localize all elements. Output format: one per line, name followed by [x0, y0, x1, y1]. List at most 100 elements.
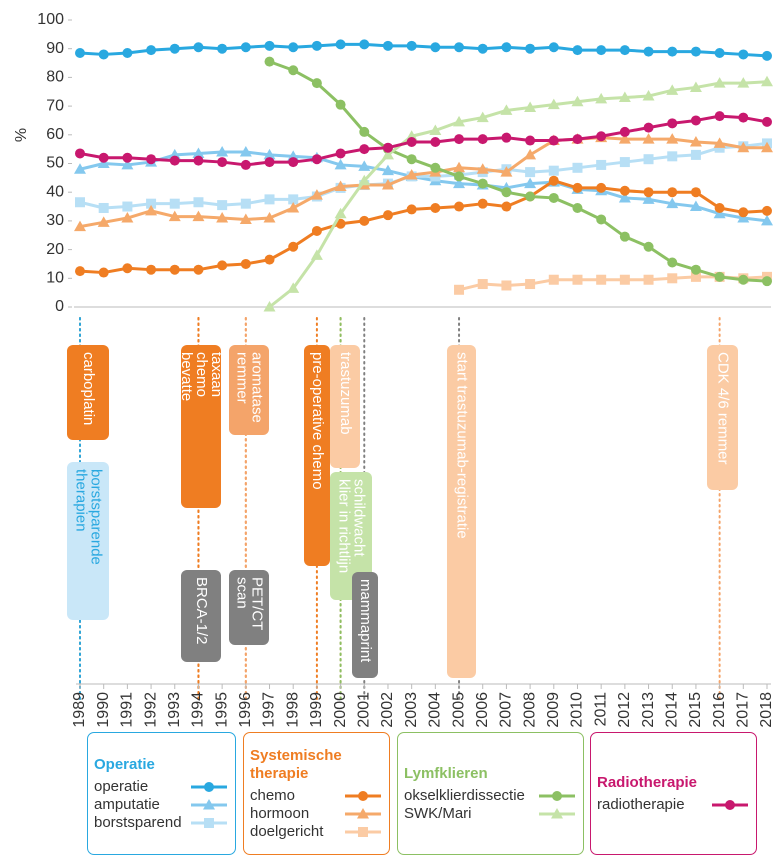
point	[643, 154, 654, 165]
point	[690, 115, 701, 126]
y-tick-label: 80	[46, 69, 64, 86]
point	[596, 214, 607, 225]
point	[311, 154, 322, 165]
x-tick-label: 1994	[190, 692, 207, 728]
x-tick-label: 2010	[569, 692, 586, 728]
point	[714, 48, 725, 59]
point	[98, 152, 109, 163]
point	[761, 75, 773, 87]
point	[382, 40, 393, 51]
point	[618, 133, 631, 144]
point	[240, 198, 251, 209]
point	[714, 271, 725, 282]
point	[738, 112, 749, 123]
event-box	[67, 462, 109, 620]
legend-label: SWK/Mari	[404, 804, 472, 822]
x-tick-label: 1997	[261, 692, 278, 728]
point	[643, 46, 654, 57]
point	[501, 42, 512, 53]
legend-group: Lymfklieren okselklierdissectie SWK/Mari	[397, 732, 584, 855]
x-tick-label: 1999	[308, 692, 325, 728]
x-tick-label: 1990	[95, 692, 112, 728]
legend-label: okselklierdissectie	[404, 786, 525, 804]
point	[619, 185, 630, 196]
event-label: trastuzumab	[337, 352, 354, 435]
point	[240, 159, 251, 170]
series-line	[268, 80, 768, 309]
event-box	[330, 345, 360, 468]
legend-swatch	[191, 798, 227, 809]
point	[596, 131, 607, 142]
event-text: PET/CT	[249, 577, 266, 630]
point	[596, 274, 607, 285]
event-text: carboplatin	[80, 352, 97, 425]
point	[146, 45, 157, 56]
point	[288, 157, 299, 168]
point	[98, 267, 109, 278]
point	[547, 98, 560, 110]
point	[169, 264, 180, 275]
legend-label: borstsparend	[94, 813, 182, 831]
event-box	[304, 345, 330, 566]
point	[643, 122, 654, 133]
point	[75, 148, 85, 159]
point	[240, 42, 251, 53]
point	[358, 790, 368, 801]
point	[75, 48, 85, 59]
x-tick-label: 2014	[663, 692, 680, 728]
point	[405, 168, 418, 180]
event-text: trastuzumab	[337, 352, 354, 435]
legend-item: borstsparend	[94, 814, 229, 832]
event-text: aromatase	[249, 352, 266, 423]
point	[203, 798, 215, 809]
point	[216, 146, 229, 157]
x-tick-label: 2013	[640, 692, 657, 728]
point	[548, 165, 559, 176]
legend-label: operatie	[94, 777, 149, 795]
point	[193, 264, 204, 275]
point	[572, 45, 583, 56]
point	[762, 205, 772, 216]
point	[524, 177, 537, 189]
point	[476, 111, 489, 123]
legend-title: Systemische therapie	[250, 746, 342, 782]
point	[335, 99, 346, 110]
point	[169, 198, 180, 209]
x-tick-label: 1996	[237, 692, 254, 728]
point	[334, 180, 347, 191]
point	[572, 182, 583, 193]
y-tick-label: 90	[46, 40, 64, 57]
point	[551, 807, 563, 818]
point	[642, 133, 655, 144]
point	[240, 258, 251, 269]
point	[454, 284, 465, 295]
event-text: chemo	[193, 352, 210, 397]
point	[75, 197, 85, 208]
event-label: CDK 4/6 remmer	[715, 352, 732, 465]
point	[146, 154, 157, 165]
point	[192, 147, 205, 158]
point	[642, 193, 655, 204]
point	[121, 212, 134, 223]
point	[548, 42, 559, 53]
series-line	[79, 136, 767, 229]
point	[477, 134, 488, 145]
point	[74, 163, 86, 174]
legend-swatch	[345, 807, 381, 818]
point	[690, 46, 701, 57]
legend-group: Operatie operatie amputatie borstsparend	[87, 732, 236, 855]
point	[122, 152, 133, 163]
point	[525, 279, 536, 290]
point	[552, 790, 562, 801]
point	[288, 194, 299, 205]
point	[264, 56, 275, 67]
y-tick-label: 60	[46, 126, 64, 143]
event-text: start trastuzumab-registratie	[454, 352, 471, 539]
point	[192, 210, 205, 222]
point	[169, 43, 180, 54]
legend-label: amputatie	[94, 795, 160, 813]
point	[618, 91, 631, 102]
x-tick-label: 2004	[427, 692, 444, 728]
point	[359, 126, 370, 137]
